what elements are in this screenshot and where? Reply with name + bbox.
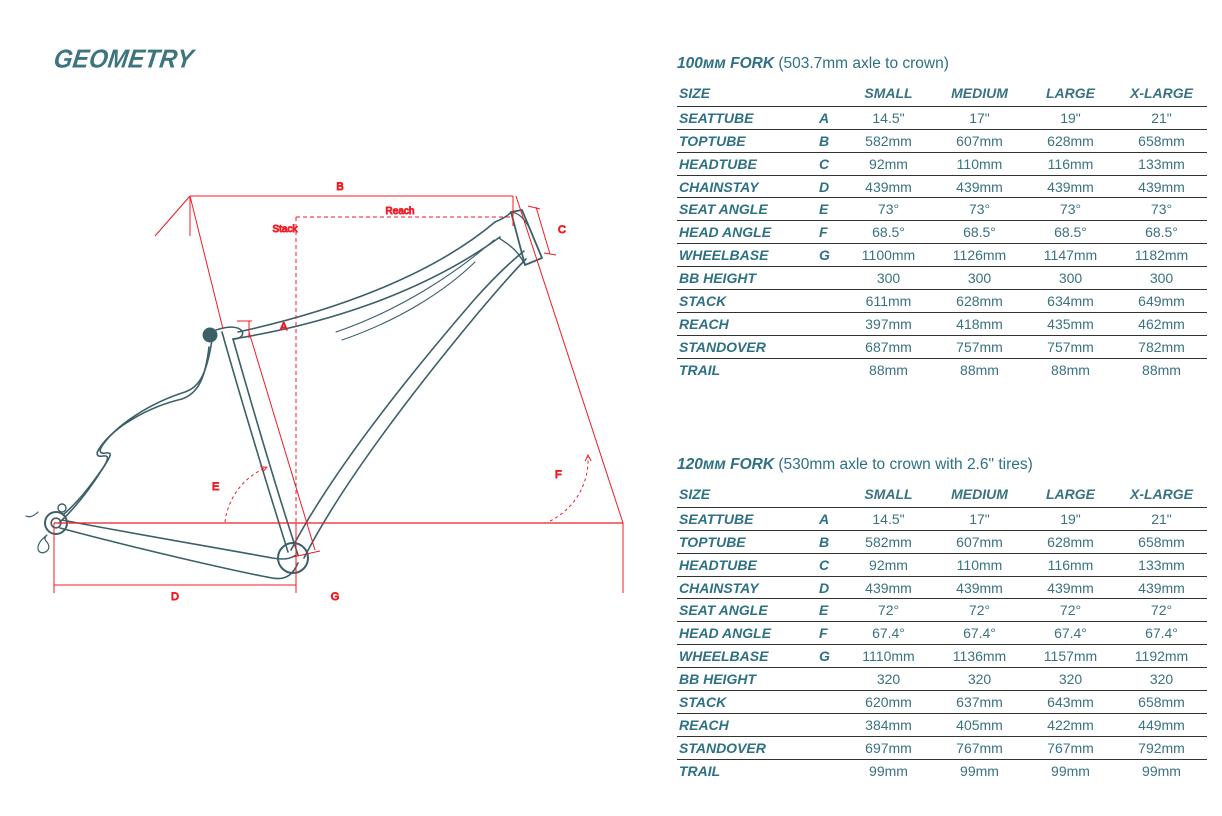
svg-text:Reach: Reach [386, 206, 415, 217]
svg-text:A: A [280, 321, 288, 333]
svg-text:Stack: Stack [272, 224, 298, 235]
svg-text:G: G [331, 591, 340, 603]
svg-text:F: F [555, 469, 562, 481]
svg-text:B: B [336, 181, 343, 193]
svg-text:E: E [212, 481, 219, 493]
svg-text:C: C [558, 224, 566, 236]
svg-text:D: D [171, 591, 179, 603]
